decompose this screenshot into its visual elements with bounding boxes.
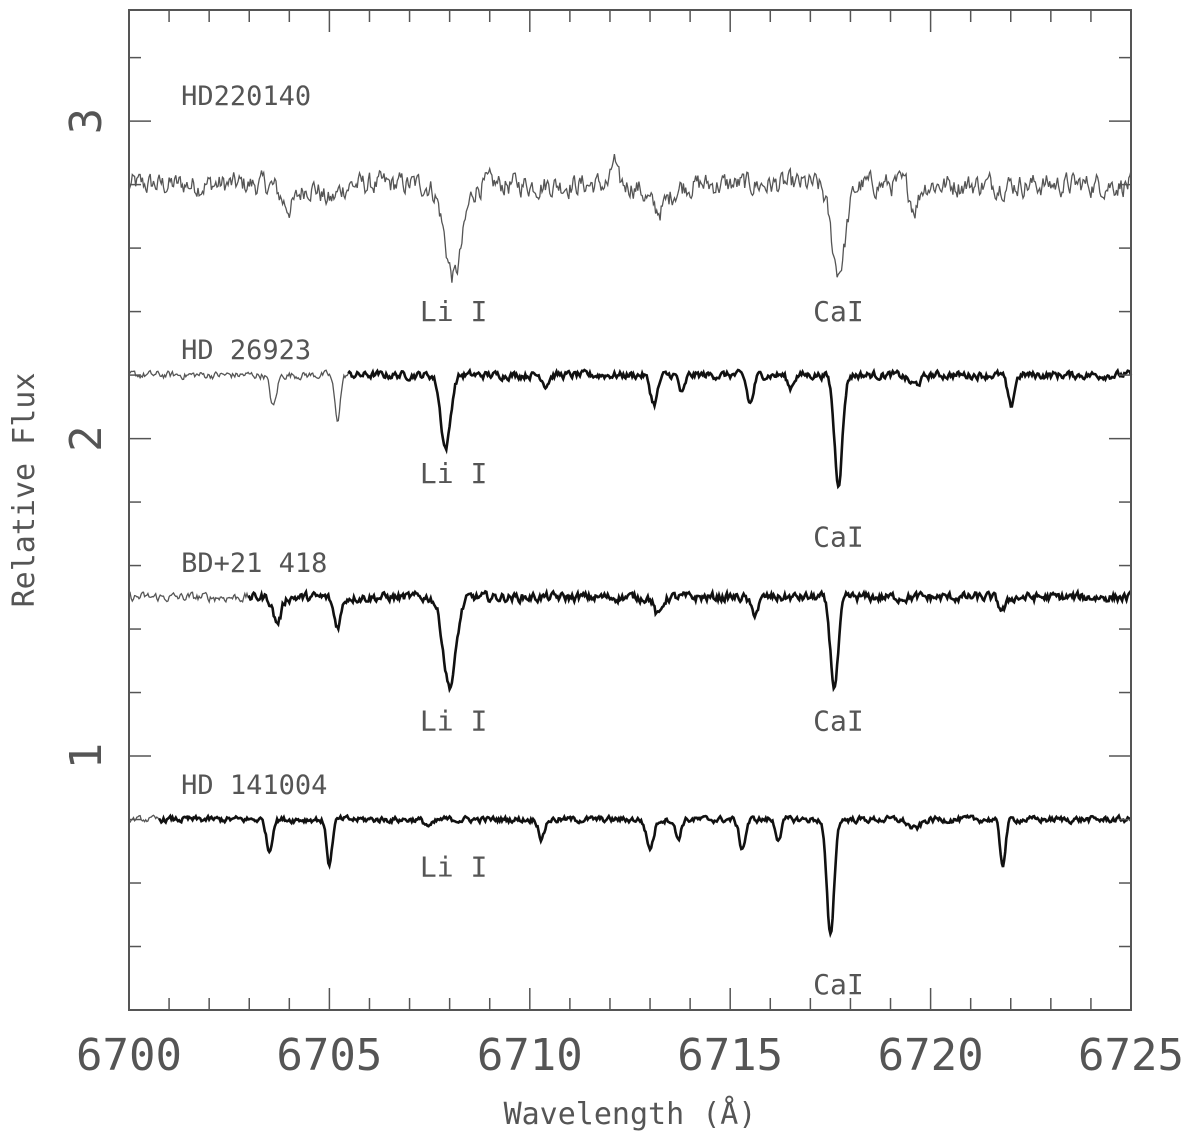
- line-annotation: CaI: [813, 295, 864, 328]
- spectrum-traces: [128, 154, 1133, 939]
- y-tick-label: 1: [61, 743, 112, 770]
- line-annotation: Li I: [420, 705, 487, 738]
- star-label: HD 26923: [181, 335, 311, 366]
- line-annotation: Li I: [420, 851, 487, 884]
- x-tick-label: 6725: [1078, 1030, 1184, 1081]
- line-annotation: CaI: [813, 521, 864, 554]
- x-tick-label: 6700: [76, 1030, 182, 1081]
- y-tick-label: 3: [61, 108, 112, 135]
- y-tick-label: 2: [61, 425, 112, 452]
- spectrum-line-thin: [128, 369, 352, 422]
- plot-frame: [128, 9, 1132, 1011]
- spectrum-line: [158, 813, 1133, 939]
- spectrum-line: [347, 367, 1133, 490]
- x-tick-label: 6705: [276, 1030, 382, 1081]
- star-label: HD220140: [181, 81, 311, 112]
- star-label: HD 141004: [181, 770, 327, 801]
- spectrum-line-thin: [128, 814, 163, 824]
- axis-ticks: [128, 10, 1132, 1011]
- spectrum-line-thin: [128, 591, 251, 605]
- x-axis-title: Wavelength (Å): [504, 1096, 757, 1132]
- spectrum-line: [247, 587, 1132, 694]
- line-annotation: CaI: [813, 968, 864, 1001]
- line-annotation: Li I: [420, 295, 487, 328]
- y-axis-title: Relative Flux: [7, 373, 42, 608]
- line-annotation: CaI: [813, 705, 864, 738]
- chart-labels: 6700 6705 6710 6715 6720 6725 1 2 3 HD220140 Li I C…: [61, 81, 1184, 1081]
- x-tick-label: 6720: [878, 1030, 984, 1081]
- line-annotation: Li I: [420, 457, 487, 490]
- star-label: BD+21 418: [181, 548, 327, 579]
- spectrum-line-thin: [128, 154, 1132, 283]
- x-tick-label: 6710: [477, 1030, 583, 1081]
- x-tick-label: 6715: [677, 1030, 783, 1081]
